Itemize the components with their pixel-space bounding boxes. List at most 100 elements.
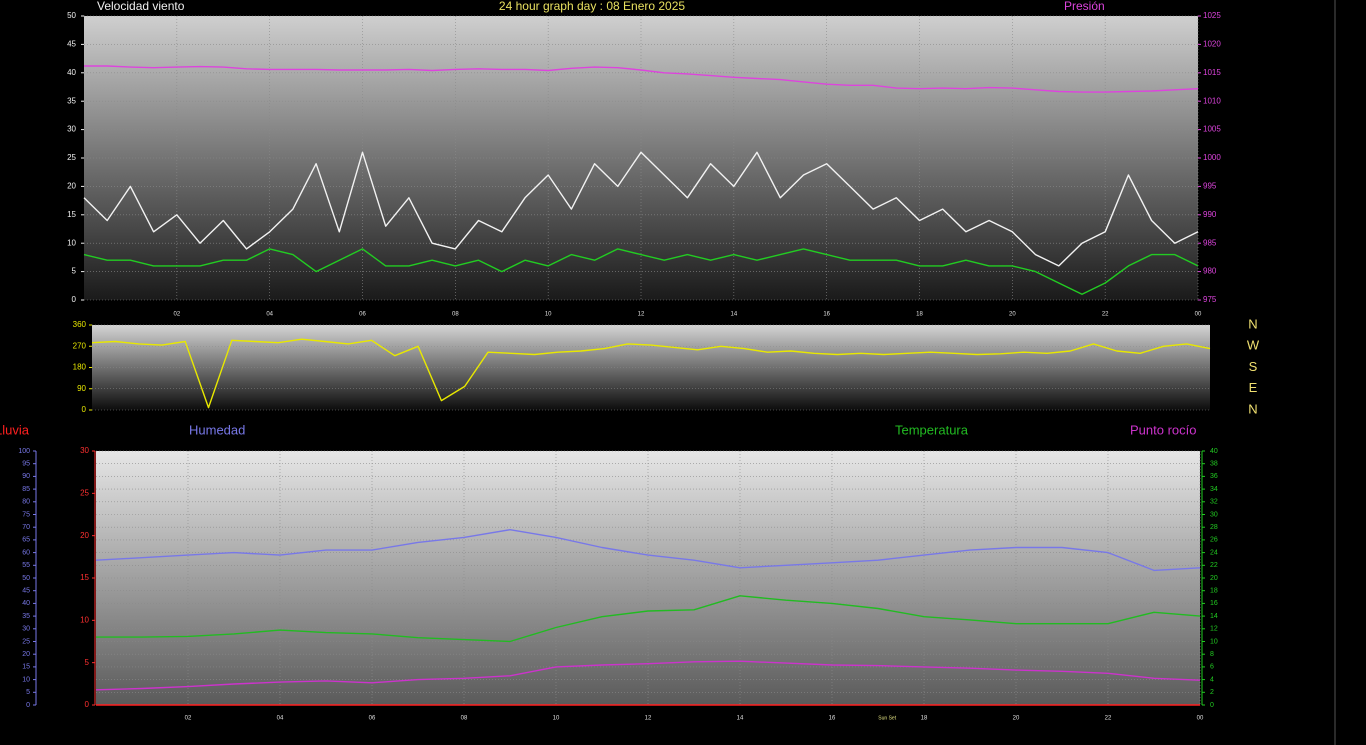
y-tick-label: 35 xyxy=(22,613,30,620)
y-tick-label: 55 xyxy=(22,562,30,569)
x-tick-label: 18 xyxy=(916,312,923,318)
x-tick-label: 12 xyxy=(645,716,652,722)
y-tick-label: 14 xyxy=(1210,613,1218,620)
annotation: Sun Set xyxy=(878,715,896,721)
y-tick-label: 26 xyxy=(1210,537,1218,544)
series-line xyxy=(95,660,1201,691)
y-tick-label: 4 xyxy=(1210,676,1214,683)
y-tick-label: 85 xyxy=(22,486,30,493)
legend-pressure: Presión xyxy=(1064,0,1105,13)
y-tick-label: W xyxy=(1247,338,1260,353)
y-tick-label: 20 xyxy=(22,651,30,658)
y-tick-label: 12 xyxy=(1210,626,1218,633)
y-tick-label: 75 xyxy=(22,511,30,518)
y-tick-label: 36 xyxy=(1210,473,1218,480)
y-tick-label: 18 xyxy=(1210,588,1218,595)
x-tick-label: 18 xyxy=(921,716,928,722)
x-tick-label: 04 xyxy=(277,716,284,722)
x-tick-label: 22 xyxy=(1102,312,1109,318)
y-tick-label: 65 xyxy=(22,537,30,544)
y-tick-label: 16 xyxy=(1210,600,1218,607)
y-tick-label: 1000 xyxy=(1203,153,1221,162)
y-tick-label: 35 xyxy=(67,96,76,105)
y-tick-label: 15 xyxy=(22,664,30,671)
y-tick-label: 985 xyxy=(1203,238,1217,247)
y-tick-label: 20 xyxy=(80,531,89,540)
y-tick-label: 6 xyxy=(1210,664,1214,671)
series-line xyxy=(83,248,1199,295)
y-tick-label: 5 xyxy=(26,689,30,696)
y-tick-label: 975 xyxy=(1203,295,1217,304)
x-tick-label: 16 xyxy=(823,312,830,318)
y-tick-label: 40 xyxy=(1210,448,1218,455)
y-tick-label: N xyxy=(1248,401,1257,416)
y-tick-label: 5 xyxy=(85,658,90,667)
chart-title: 24 hour graph day : 08 Enero 2025 xyxy=(499,0,685,13)
y-tick-label: E xyxy=(1249,380,1258,395)
y-tick-label: 20 xyxy=(67,182,76,191)
x-tick-label: 08 xyxy=(461,716,468,722)
y-tick-label: S xyxy=(1249,359,1258,374)
x-tick-label: 14 xyxy=(730,312,737,318)
legend-wind: Velocidad viento xyxy=(97,0,185,13)
y-tick-label: 50 xyxy=(67,11,76,20)
y-tick-label: 2 xyxy=(1210,689,1214,696)
y-tick-label: 10 xyxy=(67,238,76,247)
plots: 02 04 06 08 10 12 14 16 18 20 22 000510152025303540… xyxy=(18,11,1260,721)
x-tick-label: 06 xyxy=(369,716,376,722)
y-tick-label: 50 xyxy=(22,575,30,582)
x-tick-label: 10 xyxy=(553,716,560,722)
y-tick-label: 1010 xyxy=(1203,96,1221,105)
x-tick-label: 10 xyxy=(545,312,552,318)
legend-temperature: Temperatura xyxy=(895,422,969,437)
series-line xyxy=(83,151,1199,267)
series-line xyxy=(96,595,1201,643)
y-tick-label: 45 xyxy=(67,40,76,49)
x-tick-label: 20 xyxy=(1009,312,1016,318)
y-tick-label: 8 xyxy=(1210,651,1214,658)
y-tick-label: 40 xyxy=(22,600,30,607)
y-tick-label: 90 xyxy=(77,384,86,393)
x-tick-label: 00 xyxy=(1195,312,1202,318)
y-tick-label: 90 xyxy=(22,473,30,480)
x-tick-label: 02 xyxy=(185,716,192,722)
x-tick-label: 00 xyxy=(1197,716,1204,722)
legend-dewpoint: Punto rocío xyxy=(1130,422,1197,437)
y-tick-label: 0 xyxy=(85,700,90,709)
y-tick-label: 30 xyxy=(80,446,89,455)
y-tick-label: 20 xyxy=(1210,575,1218,582)
y-tick-label: 30 xyxy=(1210,511,1218,518)
x-tick-label: 02 xyxy=(173,312,180,318)
series-line xyxy=(84,65,1199,93)
y-tick-label: 22 xyxy=(1210,562,1218,569)
y-tick-label: 15 xyxy=(80,573,89,582)
legend-rain: Lluvia xyxy=(0,422,30,437)
y-tick-label: 5 xyxy=(72,267,77,276)
series-line xyxy=(91,338,1211,409)
y-tick-label: 10 xyxy=(22,676,30,683)
y-tick-label: 995 xyxy=(1203,182,1217,191)
x-tick-label: 12 xyxy=(638,312,645,318)
x-tick-label: 08 xyxy=(452,312,459,318)
x-tick-label: 16 xyxy=(829,716,836,722)
y-tick-label: 45 xyxy=(22,588,30,595)
y-tick-label: 980 xyxy=(1203,267,1217,276)
y-tick-label: 30 xyxy=(22,626,30,633)
y-tick-label: 25 xyxy=(80,488,89,497)
y-tick-label: 360 xyxy=(73,320,87,329)
x-tick-label: 20 xyxy=(1013,716,1020,722)
y-tick-label: 60 xyxy=(22,549,30,556)
legend-humidity: Humedad xyxy=(189,422,245,437)
y-tick-label: 0 xyxy=(26,702,30,709)
y-tick-label: 32 xyxy=(1210,499,1218,506)
y-tick-label: 95 xyxy=(22,461,30,468)
y-tick-label: 25 xyxy=(22,638,30,645)
x-tick-label: 14 xyxy=(737,716,744,722)
y-tick-label: 38 xyxy=(1210,461,1218,468)
y-tick-label: 40 xyxy=(67,68,76,77)
y-tick-label: 24 xyxy=(1210,549,1218,556)
y-tick-label: 15 xyxy=(67,210,76,219)
x-tick-label: 04 xyxy=(266,312,273,318)
